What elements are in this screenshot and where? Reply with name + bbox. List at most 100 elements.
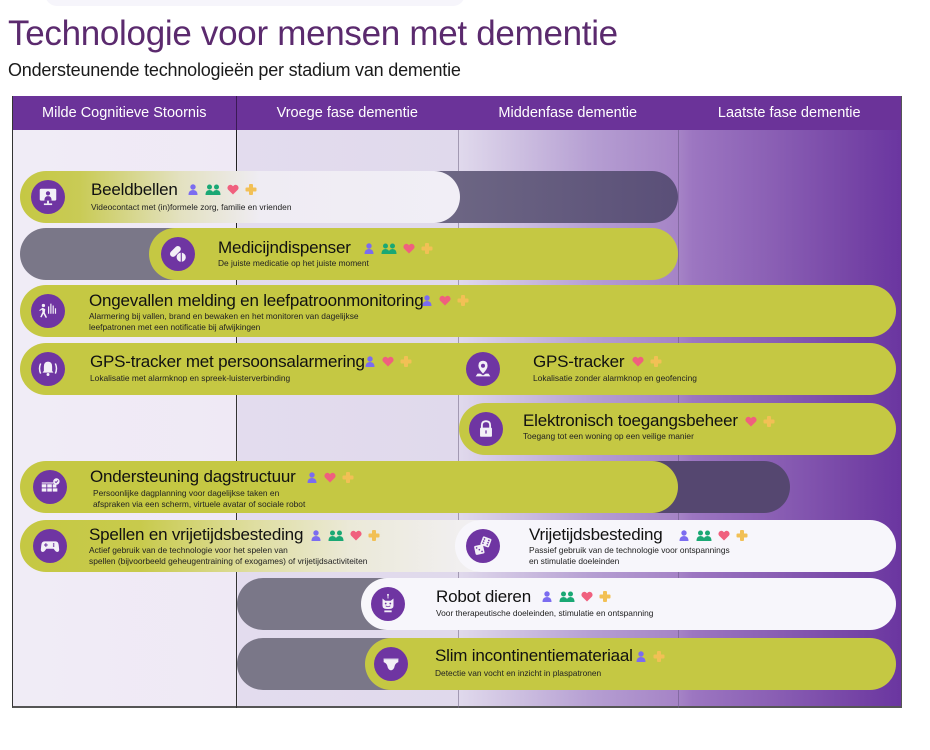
- tag-list: [635, 651, 665, 662]
- pills-icon: [161, 237, 195, 271]
- tech-title: GPS-tracker met persoonsalarmering: [90, 352, 365, 371]
- description-line: Passief gebruik van de technologie voor …: [529, 545, 730, 555]
- tech-title: GPS-tracker: [533, 352, 625, 371]
- plus-icon: [368, 530, 380, 541]
- tech-description: Passief gebruik van de technologie voor …: [529, 545, 730, 567]
- tech-description: Actief gebruik van de technologie voor h…: [89, 545, 367, 567]
- plus-icon: [653, 651, 665, 662]
- page-subtitle: Ondersteunende technologieën per stadium…: [8, 60, 461, 80]
- video-call-icon: [31, 180, 65, 214]
- range-bar-primary: [20, 461, 678, 513]
- range-bar-primary: [459, 403, 896, 455]
- tech-description: Lokalisatie zonder alarmknop en geofenci…: [533, 373, 697, 383]
- stage-header: Milde Cognitieve Stoornis Vroege fase de…: [13, 96, 901, 130]
- tech-title: Spellen en vrijetijdsbesteding: [89, 525, 304, 544]
- tech-description: Videocontact met (in)formele zorg, famil…: [91, 202, 292, 212]
- plus-icon: [763, 416, 775, 427]
- tech-row-beeldbellen: Beeldbellen Videocontact met (in)formele…: [20, 171, 680, 223]
- group-icon: [381, 243, 397, 254]
- description-line: Actief gebruik van de technologie voor h…: [89, 545, 288, 555]
- stage-header-late: Laatste fase dementie: [717, 105, 861, 121]
- tag-list: [187, 184, 257, 195]
- tech-description: De juiste medicatie op het juiste moment: [218, 258, 369, 268]
- range-bar-primary: [20, 520, 500, 572]
- person-icon: [635, 651, 647, 662]
- alarm-bell-icon: [31, 352, 65, 386]
- tech-title: Elektronisch toegangsbeheer: [523, 411, 738, 430]
- description-line: afspraken via een scherm, virtuele avata…: [93, 499, 306, 509]
- person-icon: [678, 530, 690, 541]
- range-bar-primary: [20, 285, 896, 337]
- fall-monitoring-icon: [31, 294, 65, 328]
- tech-title: Ondersteuning dagstructuur: [90, 467, 296, 486]
- plus-icon: [400, 356, 412, 367]
- plus-icon: [650, 356, 662, 367]
- top-banner-edge: [45, 0, 465, 6]
- tech-description: Detectie van vocht en inzicht in plaspat…: [435, 668, 602, 678]
- tech-title: Medicijndispenser: [218, 238, 351, 257]
- tag-list: [306, 472, 354, 483]
- heart-icon: [745, 416, 757, 427]
- plus-icon: [342, 472, 354, 483]
- description-line: en stimulatie doeleinden: [529, 556, 620, 566]
- heart-icon: [439, 295, 451, 306]
- heart-icon: [227, 184, 239, 195]
- tag-list: [632, 356, 662, 367]
- tech-title: Ongevallen melding en leefpatroonmonitor…: [89, 291, 424, 310]
- range-bar-primary: [361, 578, 896, 630]
- heart-icon: [324, 472, 336, 483]
- description-line: Alarmering bij vallen, brand en bewaken …: [89, 311, 359, 321]
- range-bar-primary: [20, 171, 460, 223]
- description-line: Persoonlijke dagplanning voor dagelijkse…: [93, 488, 280, 498]
- plus-icon: [599, 591, 611, 602]
- tag-list: [541, 591, 611, 602]
- tech-title: Slim incontinentiemateriaal: [435, 646, 633, 665]
- dice-icon: [466, 529, 500, 563]
- location-pin-icon: [466, 352, 500, 386]
- tech-title: Vrijetijdsbesteding: [529, 525, 663, 544]
- person-icon: [310, 530, 322, 541]
- calendar-icon: [33, 470, 67, 504]
- tag-list: [745, 416, 775, 427]
- person-icon: [187, 184, 199, 195]
- group-icon: [205, 184, 221, 195]
- stage-header-early: Vroege fase dementie: [276, 105, 418, 121]
- person-icon: [421, 295, 433, 306]
- plus-icon: [245, 184, 257, 195]
- group-icon: [559, 591, 575, 602]
- tag-list: [678, 530, 748, 541]
- tech-title: Beeldbellen: [91, 180, 178, 199]
- heart-icon: [718, 530, 730, 541]
- tech-description: Persoonlijke dagplanning voor dagelijkse…: [93, 488, 305, 510]
- tech-row-gps: GPS-tracker met persoonsalarmering Lokal…: [20, 343, 896, 395]
- tech-title: Robot dieren: [436, 587, 531, 606]
- tech-description: Lokalisatie met alarmknop en spreek-luis…: [90, 373, 291, 383]
- heart-icon: [632, 356, 644, 367]
- tag-list: [421, 295, 469, 306]
- stage-header-middle: Middenfase dementie: [498, 105, 638, 121]
- tag-list: [364, 356, 412, 367]
- gamepad-icon: [33, 529, 67, 563]
- range-bar-primary: [149, 228, 678, 280]
- description-line: spellen (bijvoorbeeld geheugentraining o…: [89, 556, 368, 566]
- range-bar-secondary: [455, 520, 896, 572]
- tech-row-toegangsbeheer: Elektronisch toegangsbeheer Toegang tot …: [459, 403, 896, 455]
- plus-icon: [457, 295, 469, 306]
- group-icon: [328, 530, 344, 541]
- group-icon: [696, 530, 712, 541]
- person-icon: [364, 356, 376, 367]
- range-bar-primary: [20, 343, 896, 395]
- tech-row-spellen: Spellen en vrijetijdsbesteding Actief ge…: [20, 520, 896, 572]
- heart-icon: [350, 530, 362, 541]
- tag-list: [363, 243, 433, 254]
- heart-icon: [403, 243, 415, 254]
- stage-header-mci: Milde Cognitieve Stoornis: [13, 96, 237, 130]
- heart-icon: [382, 356, 394, 367]
- diaper-icon: [374, 647, 408, 681]
- tech-row-medicijndispenser: Medicijndispenser De juiste medicatie op…: [20, 228, 680, 280]
- description-line: leefpatronen met een notificatie bij afw…: [89, 322, 261, 332]
- tag-list: [310, 530, 380, 541]
- tech-row-incontinentie: Slim incontinentiemateriaal Detectie van…: [237, 638, 896, 690]
- plus-icon: [736, 530, 748, 541]
- robot-pet-icon: [371, 587, 405, 621]
